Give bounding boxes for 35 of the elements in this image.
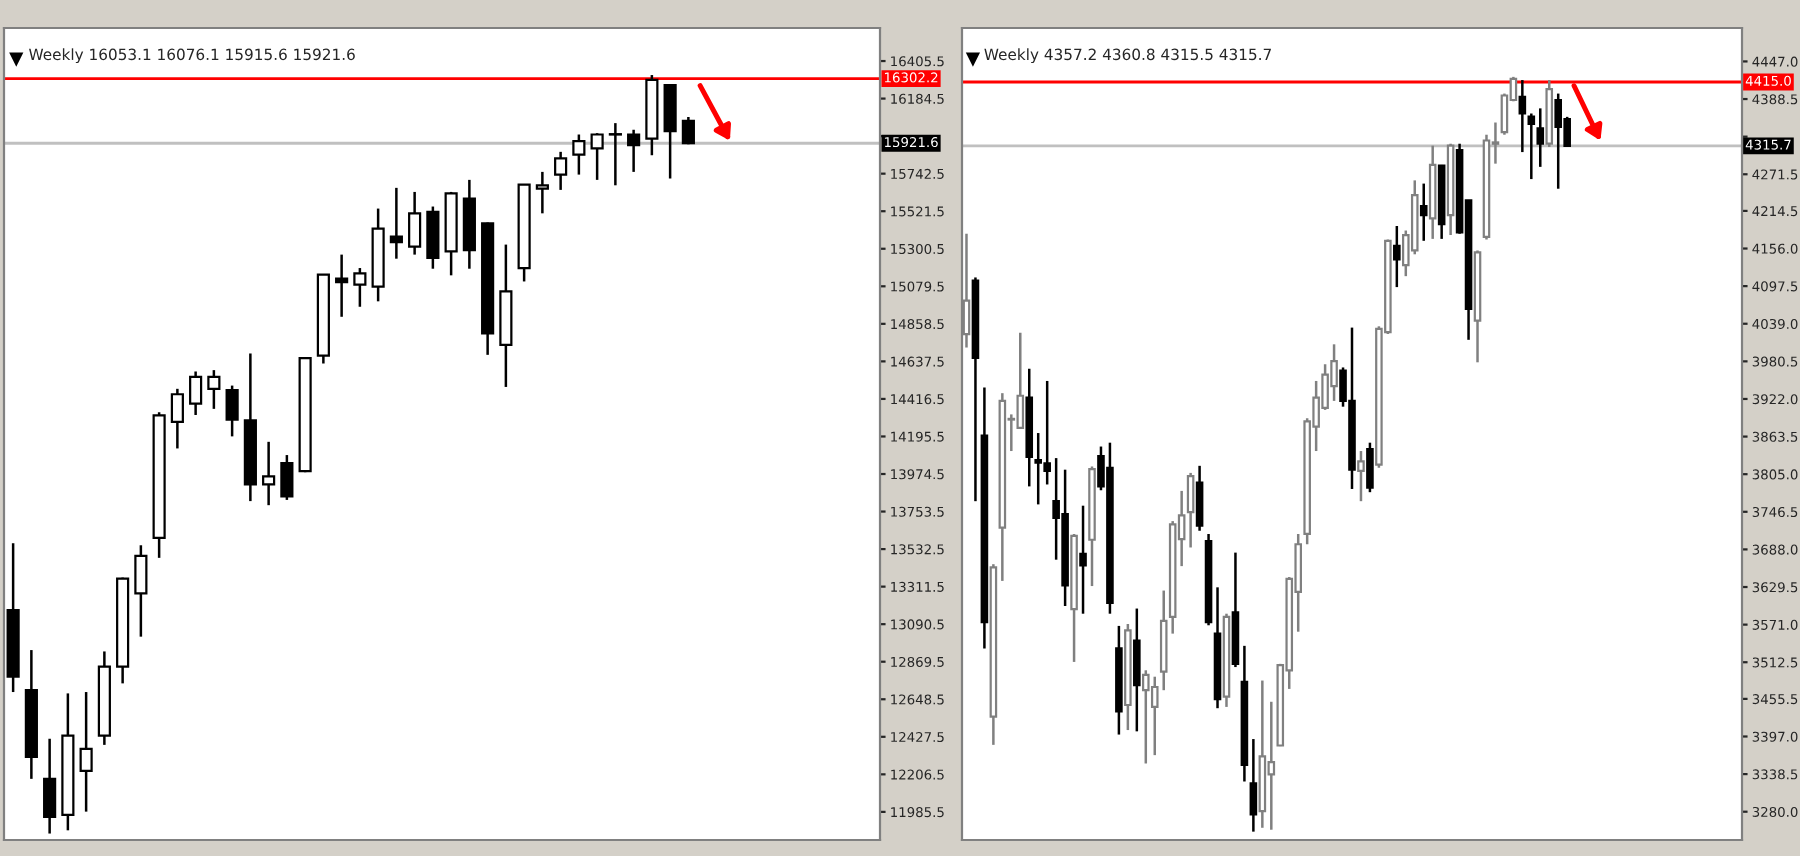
candlestick (207, 368, 221, 411)
candlestick (681, 115, 695, 146)
candlestick (1186, 471, 1195, 549)
candlestick (408, 190, 422, 256)
candlestick (1133, 607, 1141, 733)
candlestick (1518, 78, 1527, 154)
candlestick (1366, 441, 1374, 494)
candlestick (1249, 737, 1258, 833)
candlestick (389, 186, 403, 260)
candlestick (627, 128, 641, 174)
candlestick (1079, 504, 1087, 615)
candlestick (1419, 182, 1428, 243)
candlestick (535, 170, 549, 215)
candlestick (1393, 224, 1401, 289)
candlestick (280, 453, 294, 502)
candlestick (590, 131, 604, 182)
candlestick (1554, 92, 1563, 190)
candlestick (1195, 464, 1204, 533)
candlestick (1034, 431, 1043, 506)
candlestick (189, 370, 203, 417)
candlestick (608, 121, 622, 187)
candlestick (134, 544, 148, 638)
candlestick (426, 205, 440, 270)
candlestick (353, 266, 367, 309)
candlestick (572, 133, 586, 176)
candlestick (554, 150, 568, 192)
candlestick (225, 384, 239, 438)
candlestick (1527, 112, 1536, 181)
candlestick (335, 253, 349, 319)
candlestick (663, 83, 677, 180)
candlestick (43, 737, 57, 835)
candlestick (262, 440, 276, 507)
candlestick (170, 387, 184, 450)
candlestick (1357, 449, 1365, 503)
candlestick (79, 690, 93, 813)
